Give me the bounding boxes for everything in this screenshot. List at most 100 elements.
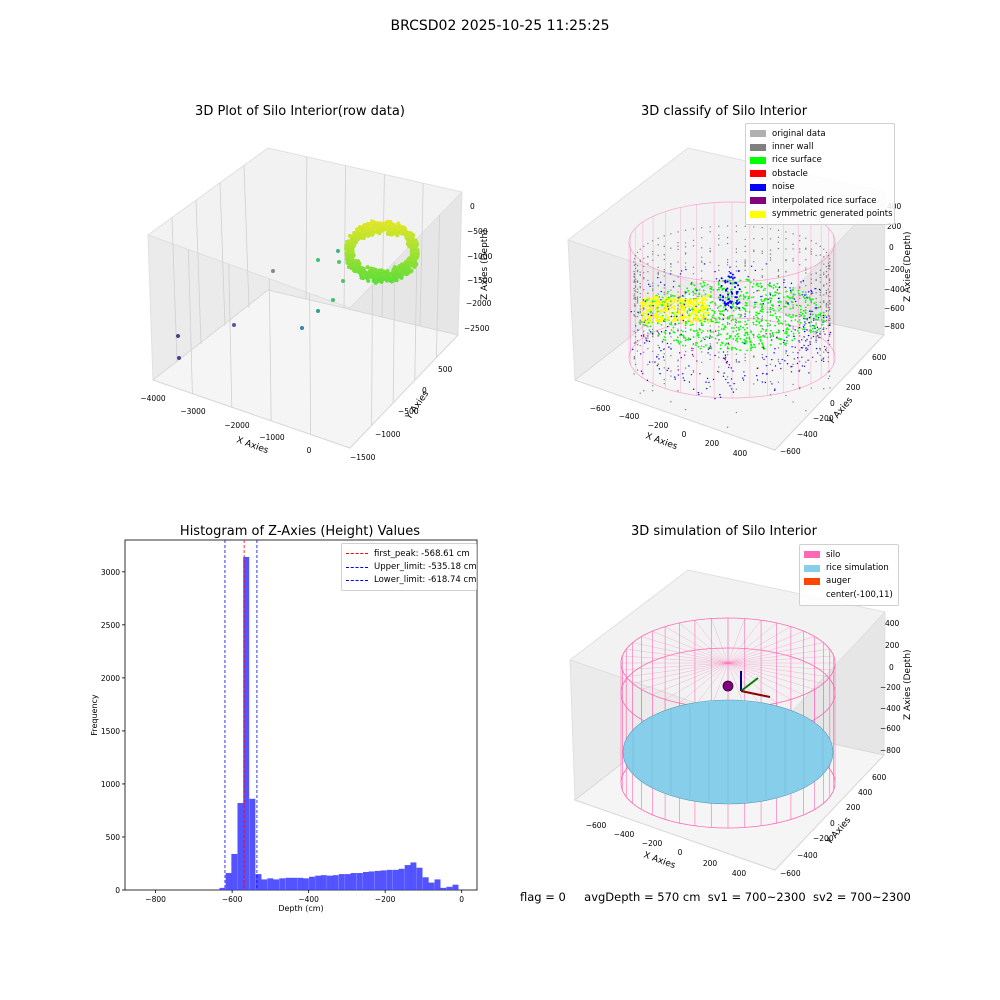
inner-wall-point xyxy=(823,256,825,258)
point-cloud-point xyxy=(355,235,360,240)
inner-wall-point xyxy=(684,252,687,254)
inner-wall-point xyxy=(701,261,703,263)
inner-wall-point xyxy=(819,336,821,339)
inner-wall-point xyxy=(701,237,703,239)
inner-wall-point xyxy=(670,304,672,306)
inner-wall-point xyxy=(633,373,635,375)
point-cloud-point xyxy=(362,223,367,228)
inner-wall-point xyxy=(652,389,654,392)
inner-wall-point xyxy=(777,270,780,272)
inner-wall-point xyxy=(735,360,738,362)
inner-wall-point xyxy=(663,287,665,289)
inner-wall-point xyxy=(827,324,830,327)
point-cloud-point xyxy=(376,223,381,228)
inner-wall-point xyxy=(639,392,641,394)
inner-wall-point xyxy=(785,259,787,262)
inner-wall-point xyxy=(633,272,636,275)
inner-wall-point xyxy=(769,249,772,251)
point-cloud-point xyxy=(367,231,372,236)
point-cloud-point xyxy=(397,267,402,272)
inner-wall-point xyxy=(799,286,801,288)
inner-wall-point xyxy=(828,315,831,318)
plot4-x-tick: 200 xyxy=(703,859,718,868)
inner-wall-point xyxy=(828,323,831,326)
point-cloud-point xyxy=(349,255,354,260)
inner-wall-point xyxy=(639,296,641,298)
inner-wall-point xyxy=(643,351,645,354)
inner-wall-point xyxy=(636,297,639,300)
inner-wall-point xyxy=(709,308,711,310)
inner-wall-point xyxy=(805,237,807,240)
inner-wall-point xyxy=(718,296,720,298)
inner-wall-point xyxy=(709,226,711,228)
inner-wall-point xyxy=(805,323,807,325)
inner-wall-point xyxy=(718,238,720,240)
inner-wall-point xyxy=(805,306,807,309)
inner-wall-point xyxy=(677,307,679,310)
inner-wall-point xyxy=(799,386,801,388)
inner-wall-point xyxy=(777,247,780,250)
plot1-z-label: Z Axies (Depth) xyxy=(480,229,490,300)
inner-wall-point xyxy=(643,288,645,291)
inner-wall-point xyxy=(823,263,825,265)
plot1-x-tick: −4000 xyxy=(140,394,166,403)
point-cloud-point xyxy=(391,222,396,227)
inner-wall-point xyxy=(663,269,665,271)
inner-wall-point xyxy=(692,273,695,275)
inner-wall-point xyxy=(827,265,830,267)
inner-wall-point xyxy=(634,278,637,280)
point-cloud-point xyxy=(396,221,401,226)
outlier-point xyxy=(271,269,275,273)
plot1-x-tick: 0 xyxy=(307,446,312,455)
legend-item: silo xyxy=(804,548,892,561)
inner-wall-point xyxy=(652,350,654,353)
inner-wall-point xyxy=(718,356,720,359)
inner-wall-point xyxy=(828,264,831,266)
inner-wall-point xyxy=(718,269,720,272)
inner-wall-point xyxy=(701,247,703,249)
inner-wall-point xyxy=(744,245,746,248)
inner-wall-point xyxy=(815,278,817,281)
plot2-title: 3D classify of Silo Interior xyxy=(640,104,808,119)
legend-swatch-silo xyxy=(804,551,820,559)
inner-wall-point xyxy=(744,261,746,263)
grid-line xyxy=(309,293,311,435)
inner-wall-point xyxy=(792,351,794,354)
inner-wall-point xyxy=(761,227,763,229)
plot4-x-tick: −600 xyxy=(586,821,607,830)
plot4-x-tick: −200 xyxy=(642,839,663,848)
inner-wall-point xyxy=(823,273,825,276)
legend-swatch-center xyxy=(804,591,820,598)
inner-wall-point xyxy=(709,231,711,233)
inner-wall-point xyxy=(792,295,794,297)
inner-wall-point xyxy=(825,293,828,295)
inner-wall-point xyxy=(670,266,672,268)
inner-wall-point xyxy=(792,383,794,386)
grid-line xyxy=(171,217,178,363)
inner-wall-point xyxy=(753,238,755,240)
inner-wall-point xyxy=(810,253,812,255)
inner-wall-point xyxy=(823,330,825,333)
inner-wall-point xyxy=(735,411,738,414)
inner-wall-point xyxy=(684,246,687,248)
inner-wall-point xyxy=(652,259,654,262)
inner-wall-point xyxy=(639,271,641,273)
plot1-x-tick: −1000 xyxy=(259,433,285,442)
inner-wall-point xyxy=(718,225,720,228)
inner-wall-point xyxy=(792,233,794,235)
inner-wall-point xyxy=(785,352,787,354)
inner-wall-point xyxy=(684,293,687,295)
status-flag: flag = 0 xyxy=(520,890,566,904)
inner-wall-point xyxy=(709,343,711,345)
inner-wall-point xyxy=(825,270,828,273)
inner-wall-point xyxy=(633,264,636,266)
inner-wall-point xyxy=(744,269,746,272)
inner-wall-point xyxy=(652,285,654,287)
inner-wall-point xyxy=(819,291,821,294)
inner-wall-point xyxy=(643,308,645,311)
inner-wall-point xyxy=(647,242,649,245)
inner-wall-point xyxy=(761,276,763,278)
inner-wall-point xyxy=(827,377,830,380)
